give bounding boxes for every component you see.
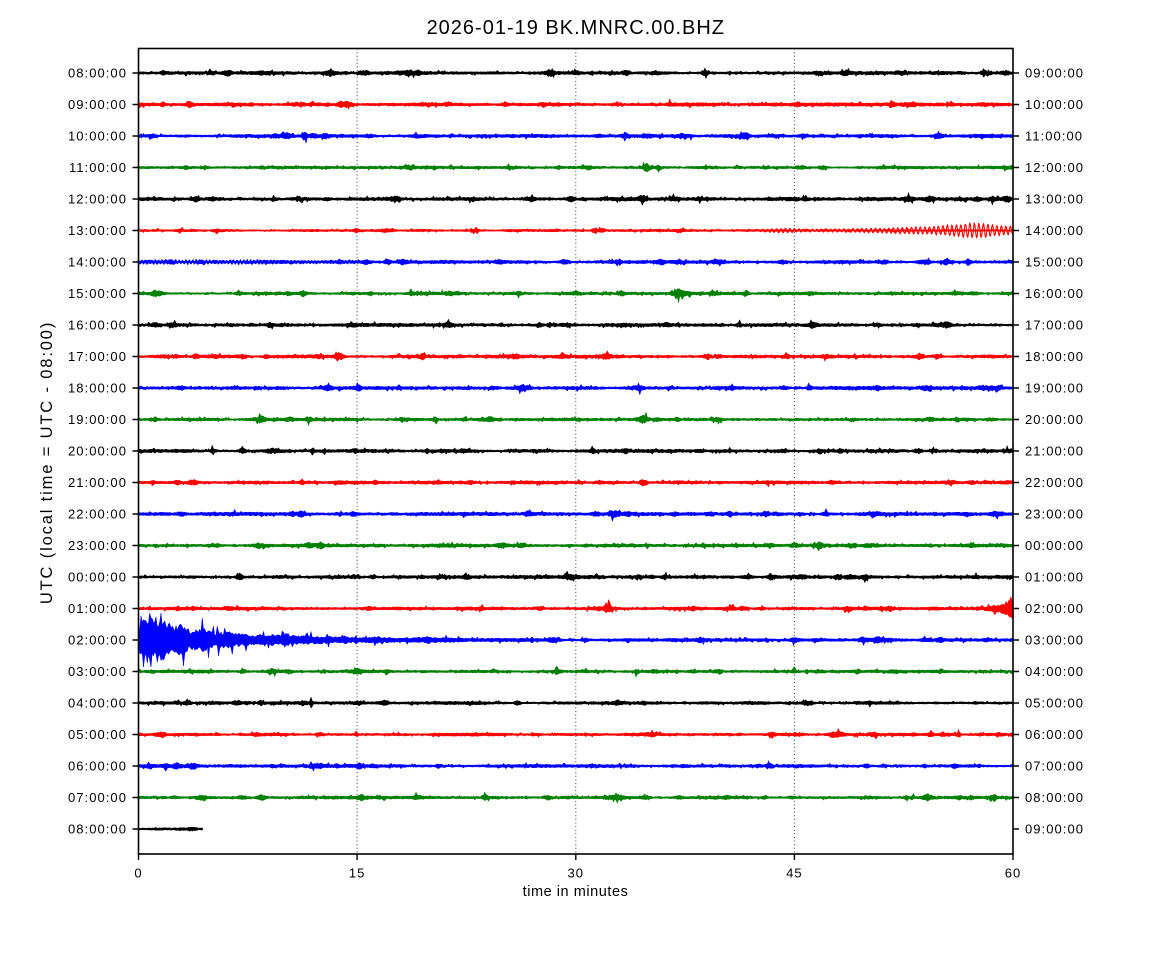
svg-text:19:00:00: 19:00:00 [1025,381,1084,396]
svg-text:13:00:00: 13:00:00 [1025,192,1084,207]
svg-text:01:00:00: 01:00:00 [68,601,127,616]
svg-text:11:00:00: 11:00:00 [1025,129,1083,144]
svg-text:09:00:00: 09:00:00 [1025,66,1084,81]
svg-text:17:00:00: 17:00:00 [1025,318,1084,333]
svg-text:03:00:00: 03:00:00 [68,664,127,679]
svg-text:04:00:00: 04:00:00 [1025,664,1084,679]
svg-text:08:00:00: 08:00:00 [1025,790,1084,805]
svg-text:60: 60 [1005,866,1022,881]
svg-text:15:00:00: 15:00:00 [68,286,127,301]
svg-text:45: 45 [786,866,803,881]
svg-text:0: 0 [134,866,142,881]
svg-text:23:00:00: 23:00:00 [68,538,127,553]
svg-text:17:00:00: 17:00:00 [68,349,127,364]
svg-text:20:00:00: 20:00:00 [1025,412,1084,427]
svg-text:04:00:00: 04:00:00 [68,696,127,711]
svg-text:20:00:00: 20:00:00 [68,444,127,459]
svg-text:23:00:00: 23:00:00 [1025,507,1084,522]
svg-text:18:00:00: 18:00:00 [68,381,127,396]
svg-text:14:00:00: 14:00:00 [1025,223,1084,238]
svg-text:09:00:00: 09:00:00 [68,97,127,112]
svg-text:13:00:00: 13:00:00 [68,223,127,238]
svg-text:21:00:00: 21:00:00 [68,475,127,490]
svg-text:UTC (local time = UTC - 08:00): UTC (local time = UTC - 08:00) [38,321,56,604]
svg-text:30: 30 [568,866,585,881]
svg-text:07:00:00: 07:00:00 [1025,759,1084,774]
svg-text:11:00:00: 11:00:00 [69,160,127,175]
svg-text:19:00:00: 19:00:00 [68,412,127,427]
svg-text:14:00:00: 14:00:00 [68,255,127,270]
svg-text:05:00:00: 05:00:00 [68,727,127,742]
svg-text:02:00:00: 02:00:00 [1025,601,1084,616]
svg-text:22:00:00: 22:00:00 [68,507,127,522]
svg-text:2026-01-19 BK.MNRC.00.BHZ: 2026-01-19 BK.MNRC.00.BHZ [427,17,725,39]
svg-text:12:00:00: 12:00:00 [1025,160,1084,175]
svg-text:01:00:00: 01:00:00 [1025,570,1084,585]
svg-text:22:00:00: 22:00:00 [1025,475,1084,490]
svg-text:03:00:00: 03:00:00 [1025,633,1084,648]
svg-text:21:00:00: 21:00:00 [1025,444,1084,459]
svg-text:05:00:00: 05:00:00 [1025,696,1084,711]
svg-text:time in minutes: time in minutes [523,884,629,900]
svg-text:10:00:00: 10:00:00 [68,129,127,144]
svg-text:06:00:00: 06:00:00 [1025,727,1084,742]
svg-text:07:00:00: 07:00:00 [68,790,127,805]
svg-text:00:00:00: 00:00:00 [1025,538,1084,553]
svg-text:08:00:00: 08:00:00 [68,66,127,81]
svg-text:08:00:00: 08:00:00 [68,822,127,837]
svg-text:02:00:00: 02:00:00 [68,633,127,648]
svg-text:09:00:00: 09:00:00 [1025,822,1084,837]
svg-text:12:00:00: 12:00:00 [68,192,127,207]
svg-text:18:00:00: 18:00:00 [1025,349,1084,364]
svg-text:15: 15 [349,866,366,881]
svg-text:06:00:00: 06:00:00 [68,759,127,774]
svg-text:15:00:00: 15:00:00 [1025,255,1084,270]
svg-text:16:00:00: 16:00:00 [1025,286,1084,301]
svg-text:16:00:00: 16:00:00 [68,318,127,333]
svg-text:00:00:00: 00:00:00 [68,570,127,585]
svg-text:10:00:00: 10:00:00 [1025,97,1084,112]
